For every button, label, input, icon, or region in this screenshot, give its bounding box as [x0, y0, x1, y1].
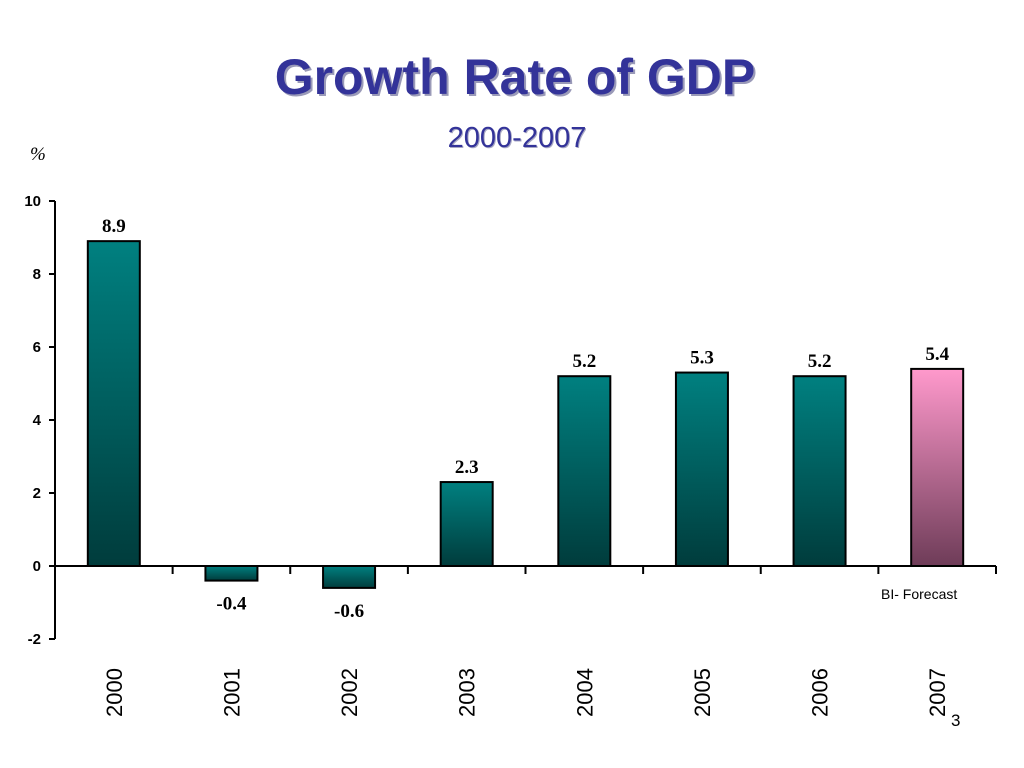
x-tick-label: 2000 [102, 668, 127, 717]
data-label: 8.9 [102, 216, 126, 237]
y-tick-label: 4 [33, 412, 42, 429]
bar-forecast [910, 367, 965, 567]
forecast-note: BI- Forecast [881, 586, 958, 602]
data-label: 5.4 [925, 344, 949, 365]
y-axis-unit-label: % [30, 144, 46, 165]
y-tick-label: 8 [33, 266, 41, 283]
y-tick-label: 6 [33, 339, 41, 356]
bar [86, 240, 141, 567]
bar [204, 565, 259, 582]
chart-axes: 10 8 6 4 2 0 -2 [24, 193, 997, 648]
data-label: -0.4 [216, 594, 247, 615]
bar [792, 375, 847, 568]
x-tick-label: 2002 [337, 668, 362, 717]
bar [439, 481, 494, 567]
bar [322, 565, 377, 589]
data-label: 5.2 [572, 351, 596, 372]
x-tick-label: 2006 [808, 668, 833, 717]
y-tick-label: 10 [24, 193, 41, 210]
bar [674, 371, 729, 567]
data-label: -0.6 [334, 601, 364, 622]
y-tick-label: -2 [28, 631, 41, 648]
x-tick-label: 2004 [572, 668, 597, 717]
data-label: 5.3 [690, 348, 714, 369]
chart-bars [86, 240, 965, 589]
x-tick-label: 2003 [455, 668, 480, 717]
chart-labels: 8.9 2000 -0.4 2001 -0.6 2002 2.3 2003 5.2 2004 5.3… [102, 216, 950, 717]
chart-subtitle: 2000-2007 [447, 122, 587, 154]
page-number: 3 [951, 711, 961, 730]
bar [557, 375, 612, 568]
data-label: 2.3 [455, 457, 479, 478]
y-tick-label: 2 [33, 485, 41, 502]
x-tick-label: 2007 [925, 668, 950, 717]
y-tick-label: 0 [33, 558, 41, 575]
chart-title: Growth Rate of GDP [274, 49, 756, 105]
data-label: 5.2 [808, 351, 832, 372]
x-tick-label: 2005 [690, 668, 715, 717]
x-tick-label: 2001 [219, 668, 244, 717]
